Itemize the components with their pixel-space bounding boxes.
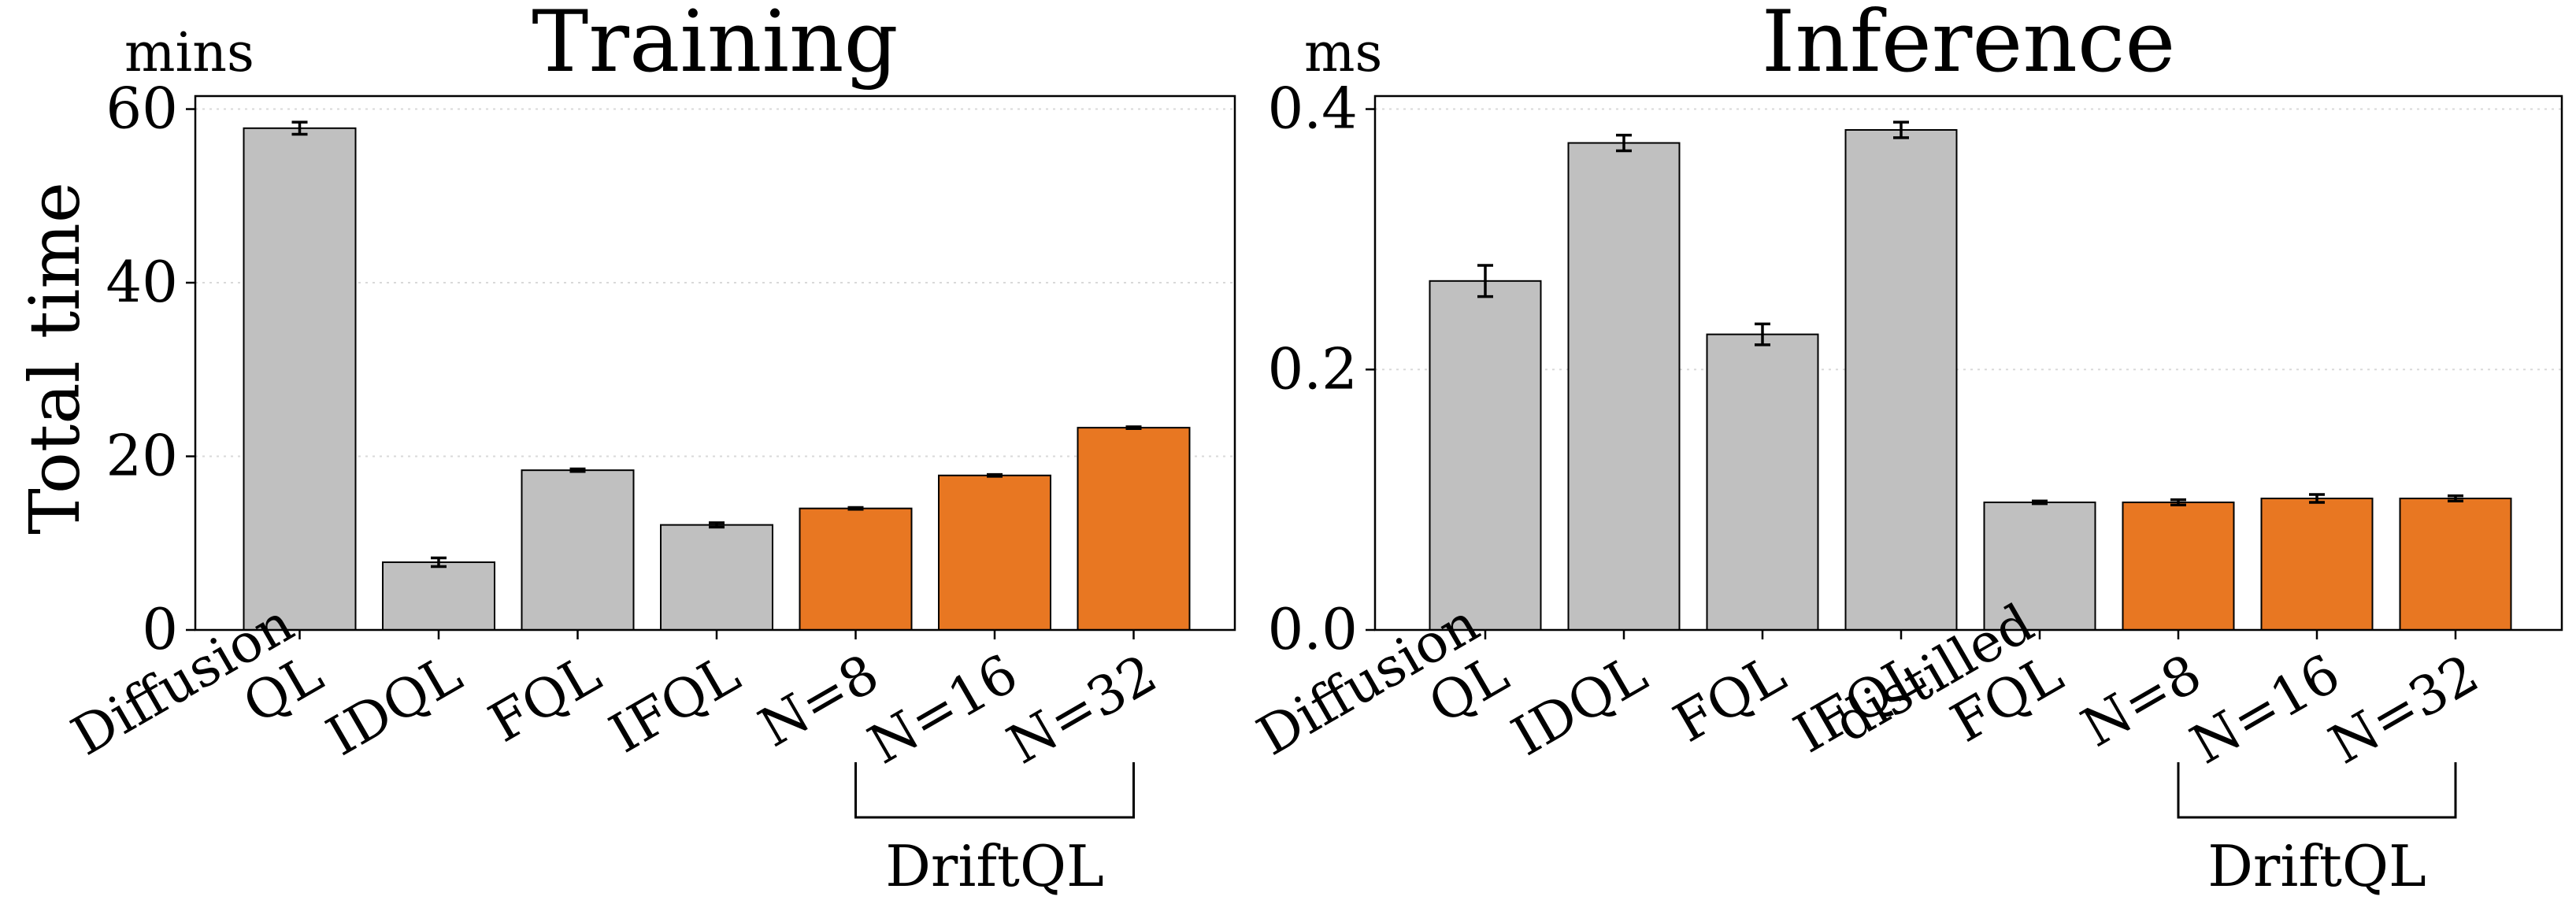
y-axis-label: Total time [14,182,95,535]
driftql-bracket-label: DriftQL [885,833,1104,899]
unit-label: ms [1304,22,1382,84]
x-tick-label: IFQL [599,643,750,765]
bar [2399,497,2512,631]
x-tick-label-line: N=32 [998,643,1167,776]
bar [382,561,495,632]
unit-label: mins [124,22,254,84]
y-tick-label: 0.2 [1267,335,1358,402]
x-tick-label-line: N=16 [858,643,1028,776]
bar [243,127,357,632]
y-tick-label: 0.0 [1267,596,1358,662]
x-tick-label-line: IDQL [317,643,472,769]
x-tick-label: IDQL [1502,643,1657,769]
chart-title: Inference [1762,0,2176,91]
bar [1844,128,1958,631]
y-tick-label: 20 [106,423,178,489]
y-tick-label: 40 [106,249,178,315]
x-tick-label-line: N=16 [2181,643,2350,776]
axes-frame [194,94,1236,632]
bar [799,507,913,631]
x-tick-label: FQL [1664,643,1796,754]
x-tick-label: N=16 [858,643,1028,776]
bar [2260,497,2374,631]
driftql-bracket [2177,762,2457,819]
driftql-bracket [854,762,1135,819]
bar [1429,280,1542,631]
x-tick-label-line: FQL [1664,643,1796,754]
bar [660,524,773,631]
x-tick-label: FQL [479,643,611,754]
chart-title: Training [532,0,898,91]
x-tick-label-line: N=8 [749,643,889,759]
x-tick-label: N=8 [749,643,889,759]
x-tick-label: DiffusionQL [61,592,333,818]
axes-frame [1373,94,2563,632]
x-tick-label-line: FQL [479,643,611,754]
bar [1706,333,1819,631]
y-tick-label: 0.4 [1267,76,1358,142]
x-tick-label: IDQL [317,643,472,769]
driftql-bracket-label: DriftQL [2207,833,2426,899]
x-tick-label: N=32 [998,643,1167,776]
y-tick-label: 60 [106,76,178,142]
x-tick-label: N=16 [2181,643,2350,776]
bar [2122,501,2235,631]
x-tick-label-line: IDQL [1502,643,1657,769]
bar [938,474,1051,632]
y-tick-label: 0 [142,596,178,662]
x-tick-label: N=8 [2072,643,2212,759]
x-tick-label: N=32 [2319,643,2489,776]
bar [1077,427,1191,631]
x-tick-label-line: N=8 [2072,643,2212,759]
x-tick-label-line: IFQL [599,643,750,765]
bar [521,469,635,632]
bar [1567,142,1681,632]
x-tick-label-line: N=32 [2319,643,2489,776]
